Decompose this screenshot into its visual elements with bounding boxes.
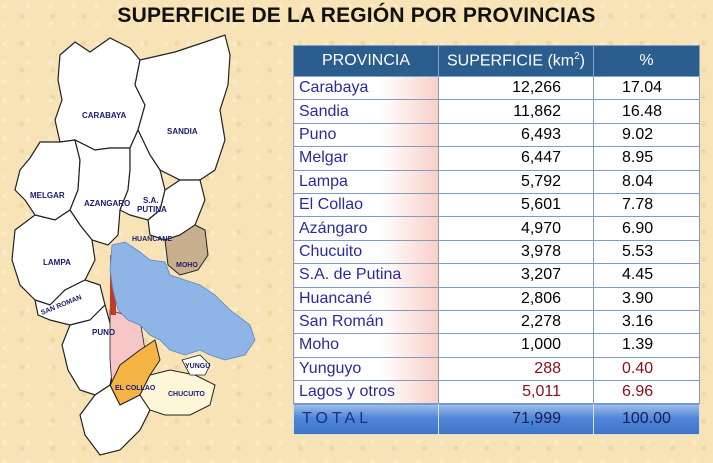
- cell-provincia: S.A. de Putina: [293, 263, 439, 288]
- table-row: Melgar 6,447 8.95: [293, 146, 700, 171]
- map-label-azangaro: AZANGARO: [84, 199, 130, 208]
- table-total-row: TOTAL 71,999 100.00: [293, 403, 700, 436]
- cell-superficie: 3,978: [438, 239, 594, 265]
- map-label-moho: MOHO: [176, 262, 198, 269]
- cell-superficie: 1,000: [438, 333, 594, 358]
- map-label-carabaya: CARABAYA: [82, 111, 127, 120]
- cell-superficie: 2,278: [438, 309, 594, 335]
- cell-provincia: Sandia: [293, 99, 439, 124]
- cell-pct: 5.53: [593, 239, 700, 265]
- cell-pct: 17.04: [593, 75, 700, 101]
- cell-provincia: Chucuito: [293, 239, 439, 265]
- cell-pct: 1.39: [593, 333, 700, 358]
- map-el-collao-south: [79, 384, 151, 456]
- cell-superficie: 5,601: [438, 192, 594, 218]
- cell-provincia: Lagos y otros: [293, 380, 439, 405]
- map-label-melgar: MELGAR: [30, 191, 65, 200]
- table-row: Lampa 5,792 8.04: [293, 169, 700, 194]
- table-header-row: PROVINCIA SUPERFICIE (km2) %: [293, 45, 700, 77]
- cell-superficie: 6,447: [438, 146, 594, 171]
- map-lake-titicaca: [109, 241, 256, 361]
- map-label-yunguyo: YUNGU: [185, 363, 210, 370]
- cell-provincia: Puno: [293, 122, 439, 148]
- table-row: Moho 1,000 1.39: [293, 333, 700, 358]
- cell-pct: 4.45: [593, 263, 700, 288]
- map-province-lampa: [11, 209, 96, 306]
- table-row: Chucuito 3,978 5.53: [293, 239, 700, 265]
- map-province-moho: [164, 224, 209, 276]
- map-province-huancane: [147, 179, 206, 241]
- header-superficie-text: SUPERFICIE (km: [446, 52, 575, 70]
- map-label-putina: PUTINA: [137, 205, 167, 214]
- cell-pct: 8.95: [593, 146, 700, 171]
- cell-superficie: 288: [438, 356, 594, 382]
- header-superficie-sup: 2: [574, 51, 580, 63]
- map-label-huancane: HUANCANE: [132, 236, 172, 243]
- page-title: SUPERFICIE DE LA REGIÓN POR PROVINCIAS: [117, 4, 596, 27]
- cell-superficie: 2,806: [438, 286, 594, 311]
- cell-superficie: 12,266: [438, 75, 594, 101]
- table-row: Azángaro 4,970 6.90: [293, 216, 700, 241]
- cell-pct: 7.78: [593, 192, 700, 218]
- cell-provincia: Yunguyo: [293, 356, 439, 382]
- total-label: TOTAL: [293, 403, 439, 436]
- cell-provincia: Moho: [293, 333, 439, 358]
- cell-pct: 8.04: [593, 169, 700, 194]
- map-label-sandia: SANDIA: [167, 127, 198, 136]
- map-label-lampa: LAMPA: [43, 258, 71, 267]
- table-row: Puno 6,493 9.02: [293, 122, 700, 148]
- cell-superficie: 4,970: [438, 216, 594, 241]
- map-province-carabaya: [54, 37, 146, 151]
- cell-superficie: 11,862: [438, 99, 594, 124]
- cell-provincia: Azángaro: [293, 216, 439, 241]
- map-province-sandia: [134, 34, 231, 181]
- table-row: Lagos y otros 5,011 6.96: [293, 380, 700, 405]
- header-pct: %: [593, 45, 700, 77]
- map-label-chucuito: CHUCUITO: [168, 391, 205, 398]
- cell-provincia: Carabaya: [293, 75, 439, 101]
- cell-provincia: Melgar: [293, 146, 439, 171]
- table-row: S.A. de Putina 3,207 4.45: [293, 263, 700, 288]
- header-superficie-end: ): [579, 52, 585, 70]
- header-provincia: PROVINCIA: [293, 45, 439, 77]
- cell-provincia: El Collao: [293, 192, 439, 218]
- cell-superficie: 5,792: [438, 169, 594, 194]
- table-row: Carabaya 12,266 17.04: [293, 75, 700, 101]
- map-label-puno: PUNO: [92, 328, 115, 337]
- table-row: San Román 2,278 3.16: [293, 309, 700, 335]
- cell-provincia: Lampa: [293, 169, 439, 194]
- cell-superficie: 6,493: [438, 122, 594, 148]
- cell-pct: 3.90: [593, 286, 700, 311]
- cell-pct: 9.02: [593, 122, 700, 148]
- table-row: Sandia 11,862 16.48: [293, 99, 700, 124]
- table-row: Huancané 2,806 3.90: [293, 286, 700, 311]
- cell-superficie: 3,207: [438, 263, 594, 288]
- region-map: CARABAYA SANDIA MELGAR AZANGARO S.A. PUT…: [11, 34, 256, 456]
- table-row: Yunguyo 288 0.40: [293, 356, 700, 382]
- map-label-el-collao: EL COLLAO: [115, 385, 156, 392]
- map-province-yunguyo: [181, 354, 211, 376]
- cell-pct: 6.90: [593, 216, 700, 241]
- table-row: El Collao 5,601 7.78: [293, 192, 700, 218]
- total-superficie: 71,999: [438, 403, 594, 436]
- cell-provincia: Huancané: [293, 286, 439, 311]
- total-pct: 100.00: [593, 403, 700, 436]
- cell-superficie: 5,011: [438, 380, 594, 405]
- header-superficie: SUPERFICIE (km2): [438, 45, 594, 77]
- map-label-sa: S.A.: [143, 196, 159, 205]
- cell-provincia: San Román: [293, 309, 439, 335]
- map-province-azangaro: [69, 138, 131, 246]
- provinces-table: PROVINCIA SUPERFICIE (km2) % Carabaya 12,…: [293, 45, 700, 436]
- cell-pct: 0.40: [593, 356, 700, 382]
- map-province-chucuito: [139, 369, 216, 416]
- cell-pct: 16.48: [593, 99, 700, 124]
- cell-pct: 6.96: [593, 380, 700, 405]
- cell-pct: 3.16: [593, 309, 700, 335]
